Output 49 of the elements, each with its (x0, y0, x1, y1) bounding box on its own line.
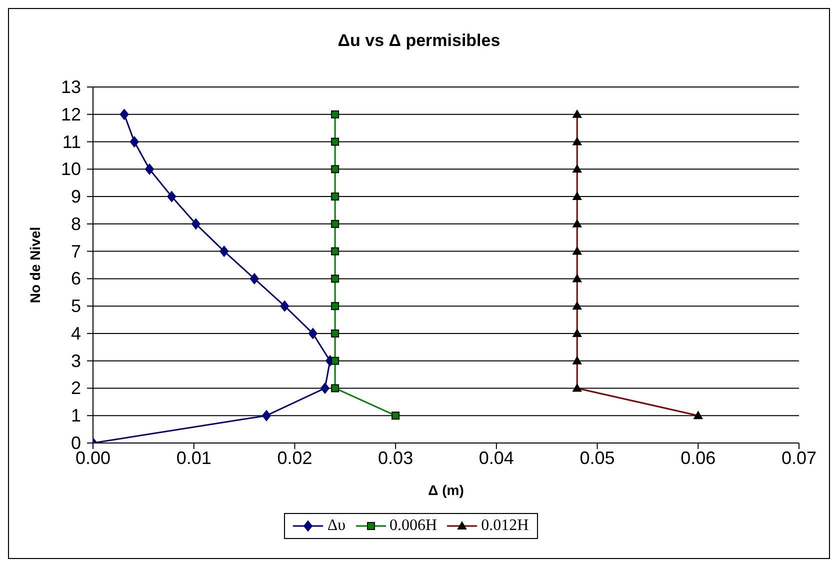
point (308, 328, 318, 339)
x-tick-label: 0.03 (378, 448, 414, 468)
y-tick-label: 9 (70, 186, 81, 207)
y-axis-title: No de Nivel (26, 226, 43, 304)
y-tick-label: 12 (60, 104, 81, 124)
x-tick-label: 0.07 (781, 448, 817, 468)
point (220, 246, 229, 257)
y-tick-label: 2 (70, 378, 81, 398)
point (262, 410, 271, 422)
point (331, 138, 340, 146)
y-tick-label: 5 (70, 296, 81, 316)
x-tick-label: 0.01 (176, 448, 212, 468)
point (280, 300, 290, 312)
y-tick-label: 7 (70, 241, 81, 262)
point (392, 412, 400, 420)
y-tick-label: 11 (62, 132, 81, 152)
x-tick-label: 0.04 (478, 448, 514, 468)
point (331, 302, 340, 310)
chart-title: Δu vs Δ permisibles (336, 31, 502, 51)
legend-label: Δυ (327, 517, 346, 535)
point (120, 108, 129, 120)
point (320, 382, 330, 394)
point (331, 356, 340, 365)
point (331, 165, 340, 174)
point (331, 220, 340, 228)
point (331, 110, 340, 118)
point (144, 164, 154, 175)
point (130, 136, 139, 148)
y-tick-label: 6 (70, 268, 81, 289)
point (331, 384, 340, 392)
point (331, 329, 340, 338)
point (331, 274, 340, 283)
x-tick-label: 0.05 (580, 448, 615, 468)
y-tick-label: 10 (60, 159, 81, 180)
point (167, 191, 176, 202)
legend-label: 0.012H (481, 517, 529, 535)
x-tick-label: 0.02 (277, 448, 312, 468)
y-tick-label: 8 (70, 214, 81, 234)
x-tick-label: 0.06 (680, 448, 716, 468)
x-axis-title: Δ (m) (428, 482, 464, 498)
point (331, 192, 340, 201)
point (250, 273, 259, 284)
point (331, 247, 340, 256)
y-tick-label: 4 (70, 323, 81, 344)
point (191, 218, 200, 230)
y-tick-label: 13 (60, 77, 81, 97)
y-tick-label: 3 (70, 350, 81, 371)
y-tick-label: 1 (70, 406, 81, 426)
legend-label: 0.006H (390, 517, 438, 535)
